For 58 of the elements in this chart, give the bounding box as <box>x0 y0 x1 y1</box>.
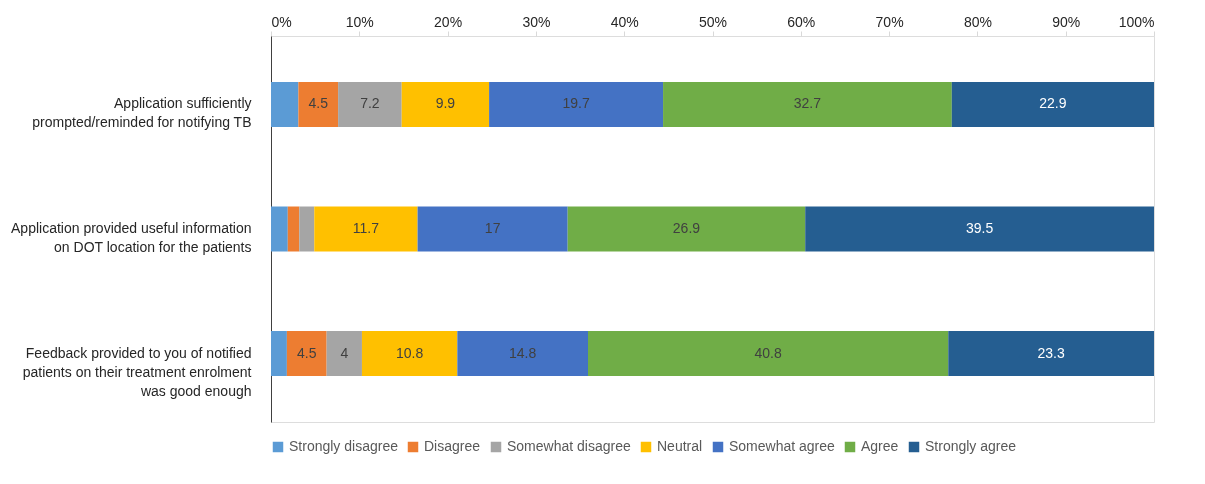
bar <box>805 206 1154 252</box>
bar <box>286 331 327 377</box>
data-label: 26.9 <box>672 220 701 236</box>
x-tick-label: 80% <box>963 13 992 30</box>
x-tick-label: 10% <box>345 13 374 30</box>
bar <box>271 81 299 127</box>
bar <box>299 206 315 252</box>
data-label: 23.3 <box>1037 344 1065 361</box>
data-label: 22.9 <box>1039 95 1067 112</box>
x-tick-label: 20% <box>434 13 463 30</box>
bar <box>271 206 288 252</box>
x-tick-label: 40% <box>610 13 639 30</box>
bar <box>326 331 362 377</box>
data-label: 39.5 <box>965 220 994 236</box>
bar <box>417 206 568 252</box>
x-tick-label: 0% <box>271 13 292 30</box>
x-tick-label: 70% <box>875 13 904 30</box>
legend-label: Strongly disagree <box>289 438 399 454</box>
legend-label: Disagree <box>424 438 481 454</box>
data-label: 11.7 <box>352 220 380 236</box>
bar <box>489 81 664 127</box>
data-label: 4.5 <box>297 344 317 361</box>
x-tick-label: 50% <box>698 13 728 30</box>
bar <box>314 206 418 252</box>
bar <box>298 81 339 127</box>
legend-label: Agree <box>861 438 899 454</box>
bar <box>287 206 300 252</box>
bar <box>271 331 287 377</box>
x-tick-label: 30% <box>522 13 551 30</box>
data-label: 9.9 <box>435 95 456 112</box>
data-label: 19.7 <box>562 95 590 112</box>
data-label: 4 <box>340 344 349 361</box>
bar <box>567 206 806 252</box>
legend-label: Strongly agree <box>925 438 1017 454</box>
y-tick-label: Feedback provided to you of notified patients on their treatment enrolment was good enough <box>22 344 252 399</box>
bar <box>361 331 458 377</box>
data-label: 4.5 <box>308 95 329 112</box>
data-label: 40.8 <box>754 344 782 361</box>
legend-label: Somewhat disagree <box>507 438 631 454</box>
data-label: 17 <box>484 220 501 236</box>
y-tick-label: Application provided useful information on DOT location for the patients <box>11 220 252 255</box>
bar <box>951 81 1154 127</box>
legend-label: Somewhat agree <box>729 438 836 454</box>
bar <box>457 331 588 377</box>
data-label: 14.8 <box>509 344 537 361</box>
data-label: 32.7 <box>793 95 822 112</box>
data-label: 10.8 <box>396 344 424 361</box>
x-tick-label: 90% <box>1052 13 1081 30</box>
y-tick-label: Application sufficiently prompted/reminded for notifying TB <box>32 95 252 131</box>
x-tick-label: 60% <box>787 13 816 30</box>
bar <box>663 81 952 127</box>
bar <box>948 331 1154 377</box>
x-tick-label: 100% <box>1118 13 1155 30</box>
bar <box>588 331 949 377</box>
legend-label: Neutral <box>657 438 703 454</box>
data-label: 7.2 <box>360 95 380 112</box>
bar <box>401 81 490 127</box>
bar <box>338 81 402 127</box>
